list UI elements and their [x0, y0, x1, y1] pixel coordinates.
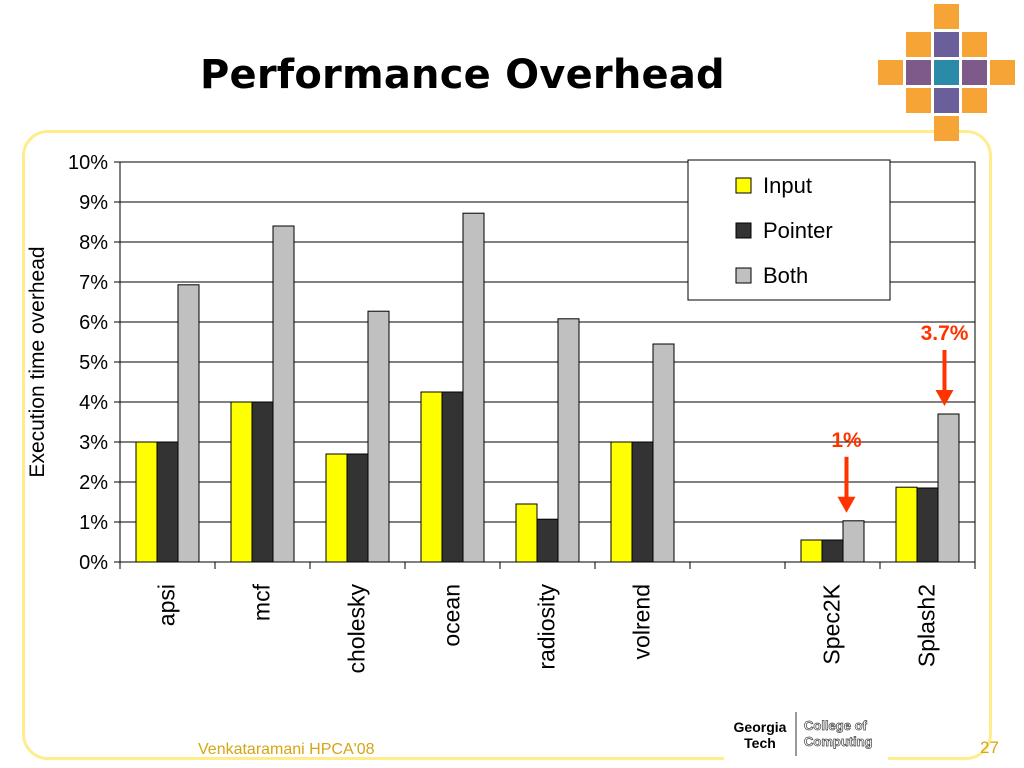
- legend-label-input: Input: [763, 173, 812, 198]
- deco-tile: [962, 88, 987, 113]
- bar-input: [420, 391, 443, 563]
- y-tick-label: 0%: [79, 552, 108, 574]
- y-tick-label: 5%: [79, 352, 108, 374]
- x-category-label: ocean: [439, 584, 465, 647]
- bar-pointer: [631, 441, 654, 563]
- bar-pointer: [536, 518, 559, 563]
- bar-input: [800, 539, 823, 563]
- deco-tile: [962, 32, 987, 57]
- x-category-label: Splash2: [914, 584, 940, 667]
- x-category-label: apsi: [154, 584, 180, 626]
- svg-text:Georgia: Georgia: [734, 719, 787, 735]
- bar-pointer: [441, 391, 464, 563]
- bar-input: [230, 401, 253, 563]
- annotation-arrow-head: [837, 496, 856, 513]
- deco-tile: [906, 88, 931, 113]
- page-number: 27: [980, 738, 999, 757]
- bar-input: [895, 486, 918, 563]
- x-category-label: radiosity: [534, 584, 560, 670]
- bar-pointer: [346, 453, 369, 563]
- bar-both: [557, 318, 580, 563]
- y-tick-label: 2%: [79, 472, 108, 494]
- svg-text:Computing: Computing: [804, 734, 873, 749]
- deco-tile: [934, 116, 959, 141]
- footer-author: Venkataramani HPCA'08: [198, 741, 375, 758]
- bar-input: [135, 441, 158, 563]
- svg-text:College of: College of: [804, 718, 868, 733]
- georgia-tech-logo: Georgia Tech College of Computing: [724, 708, 888, 760]
- bar-input: [325, 453, 348, 563]
- y-tick-label: 4%: [79, 392, 108, 414]
- y-axis-title: Execution time overhead: [26, 246, 49, 477]
- y-tick-label: 8%: [79, 232, 108, 254]
- deco-tile: [934, 4, 959, 29]
- legend-label-both: Both: [763, 263, 808, 288]
- y-tick-label: 10%: [68, 152, 108, 174]
- y-tick-label: 9%: [79, 192, 108, 214]
- x-category-label: volrend: [629, 584, 655, 659]
- deco-tile: [962, 60, 987, 85]
- decorative-tile-grid: [878, 4, 1015, 141]
- y-tick-label: 1%: [79, 512, 108, 534]
- annotation-label: 3.7%: [921, 322, 969, 345]
- y-tick-label: 3%: [79, 432, 108, 454]
- deco-tile: [934, 60, 959, 85]
- y-tick-label: 6%: [79, 312, 108, 334]
- bar-pointer: [916, 487, 939, 563]
- deco-tile: [906, 60, 931, 85]
- x-category-label: Spec2K: [819, 583, 845, 664]
- legend-box: [687, 159, 891, 301]
- x-category-label: mcf: [249, 583, 275, 621]
- bar-both: [842, 520, 865, 563]
- bar-both: [937, 413, 960, 563]
- deco-tile: [934, 32, 959, 57]
- bar-input: [610, 441, 633, 563]
- deco-tile: [990, 60, 1015, 85]
- bar-both: [462, 212, 485, 563]
- annotation-arrow-head: [935, 390, 954, 406]
- deco-tile: [878, 60, 903, 85]
- content-frame: [22, 130, 992, 760]
- bar-both: [367, 310, 390, 563]
- annotation-label: 1%: [831, 429, 862, 452]
- bar-pointer: [821, 539, 844, 563]
- svg-text:Tech: Tech: [744, 735, 776, 751]
- slide-title: Performance Overhead: [200, 52, 725, 98]
- bar-pointer: [156, 441, 179, 563]
- legend-label-pointer: Pointer: [763, 218, 833, 243]
- bar-input: [515, 503, 538, 563]
- legend-swatch-pointer: [735, 222, 752, 239]
- x-category-label: cholesky: [344, 584, 370, 674]
- bar-both: [177, 284, 200, 563]
- bar-both: [652, 343, 675, 563]
- bar-pointer: [251, 401, 274, 563]
- bar-both: [272, 225, 295, 563]
- deco-tile: [906, 32, 931, 57]
- y-tick-label: 7%: [79, 272, 108, 294]
- legend-swatch-input: [735, 177, 752, 194]
- deco-tile: [934, 88, 959, 113]
- legend-swatch-both: [735, 267, 752, 284]
